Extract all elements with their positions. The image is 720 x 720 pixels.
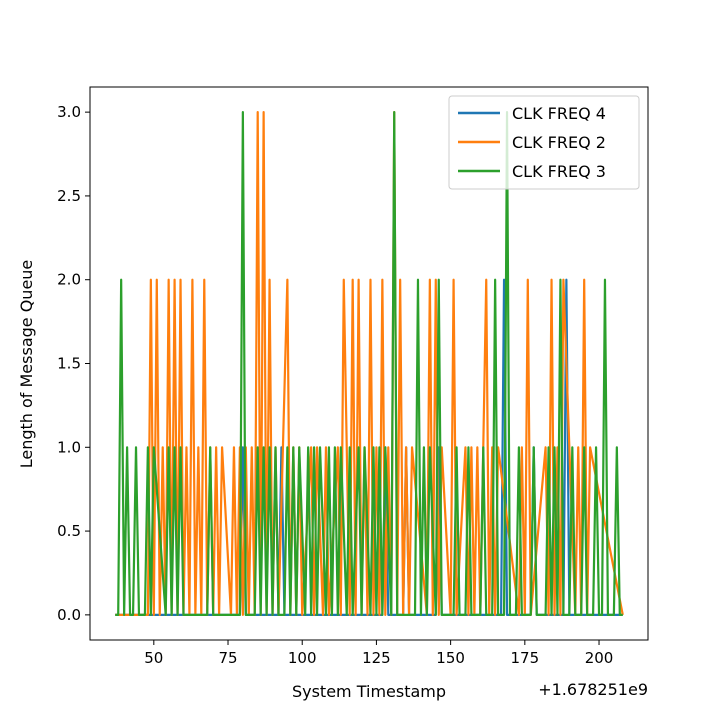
legend: CLK FREQ 4 CLK FREQ 2 CLK FREQ 3 bbox=[448, 95, 640, 190]
series-line-2 bbox=[115, 111, 624, 616]
x-tick-label: 175 bbox=[511, 649, 540, 667]
x-tick-label: 50 bbox=[144, 649, 163, 667]
y-axis: 0.0 0.5 1.0 1.5 2.0 2.5 3.0 bbox=[57, 103, 90, 624]
series-line-3 bbox=[115, 111, 623, 616]
x-tick-label: 125 bbox=[362, 649, 391, 667]
y-tick-label: 2.5 bbox=[57, 187, 81, 205]
x-tick-label: 100 bbox=[288, 649, 317, 667]
y-tick-label: 2.0 bbox=[57, 271, 81, 289]
x-tick-label: 75 bbox=[218, 649, 237, 667]
legend-label: CLK FREQ 4 bbox=[512, 104, 606, 123]
series-layer bbox=[115, 111, 624, 616]
x-axis-label: System Timestamp bbox=[292, 682, 446, 701]
x-tick-label: 200 bbox=[585, 649, 614, 667]
y-tick-label: 0.5 bbox=[57, 522, 81, 540]
legend-items: CLK FREQ 4 CLK FREQ 2 CLK FREQ 3 bbox=[458, 104, 606, 181]
y-tick-label: 3.0 bbox=[57, 103, 81, 121]
legend-box bbox=[448, 95, 640, 190]
y-tick-label: 1.5 bbox=[57, 355, 81, 373]
x-tick-label: 150 bbox=[436, 649, 465, 667]
y-axis-label: Length of Message Queue bbox=[17, 260, 36, 469]
x-axis-offset: +1.678251e9 bbox=[538, 680, 648, 699]
legend-label: CLK FREQ 2 bbox=[512, 133, 606, 152]
x-axis: 50 75 100 125 150 175 200 bbox=[144, 640, 613, 667]
legend-label: CLK FREQ 3 bbox=[512, 162, 606, 181]
y-tick-label: 0.0 bbox=[57, 606, 81, 624]
y-tick-label: 1.0 bbox=[57, 438, 81, 456]
